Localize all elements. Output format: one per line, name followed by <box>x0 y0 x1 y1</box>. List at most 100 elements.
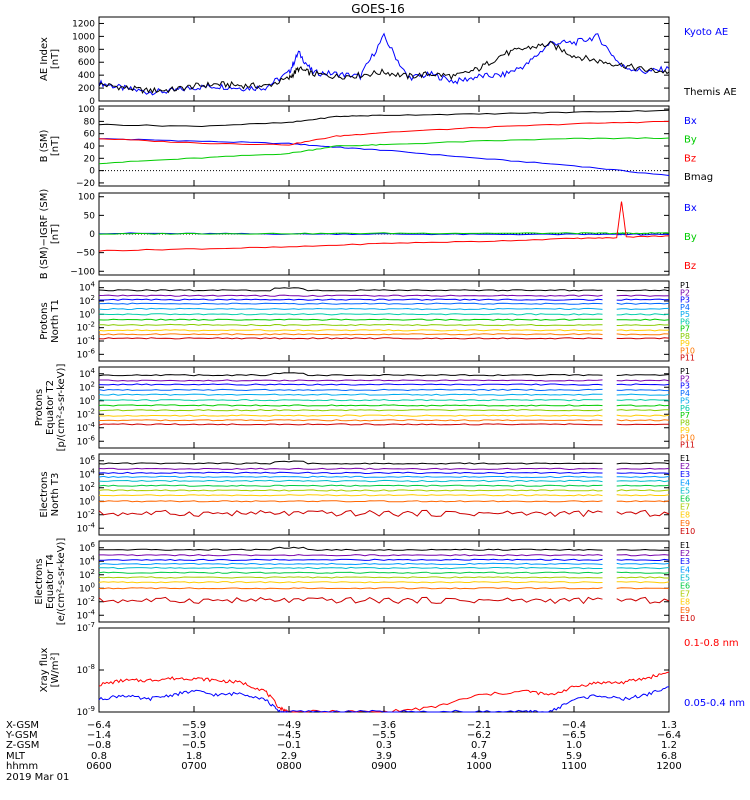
y-tick-label: −20 <box>76 179 95 189</box>
channel-line-p2 <box>98 294 670 297</box>
x-tick-value: 0600 <box>86 761 111 772</box>
legend-label: E6 <box>680 495 690 504</box>
series-group <box>98 287 670 340</box>
panel-1: 0 200 400 600 800 1000 1200 AE Index [nT] Kyoto A… <box>39 16 737 107</box>
x-tick-value: 1000 <box>466 761 491 772</box>
legend-label: P6 <box>680 404 690 413</box>
series-line-bx <box>99 232 670 236</box>
legend-label: P10 <box>680 346 695 355</box>
series-line-themis-ae <box>98 40 670 95</box>
channel-line-p4 <box>98 388 670 392</box>
chart-title: GOES-16 <box>351 2 405 16</box>
y-axis-label: Electrons <box>39 471 50 517</box>
y-tick-label: 104 <box>79 281 95 294</box>
y-tick-label: 100 <box>78 193 95 203</box>
legend-label: E3 <box>680 470 690 479</box>
x-tick-value: 0.3 <box>376 740 392 751</box>
legend-label: P3 <box>680 296 690 305</box>
legend-label: P9 <box>680 339 690 348</box>
legend-label: E7 <box>680 503 690 512</box>
y-tick-label: 10-6 <box>77 347 96 360</box>
y-tick-label: 40 <box>84 142 96 152</box>
channel-line-e5 <box>98 566 670 570</box>
x-tick-value: −0.1 <box>277 740 301 751</box>
channel-line-p11 <box>98 423 670 426</box>
legend-label: P9 <box>680 426 690 435</box>
y-tick-label: 600 <box>78 58 95 68</box>
y-axis-label: North T3 <box>50 473 61 517</box>
legend-label: P7 <box>680 325 690 334</box>
channel-line-p3 <box>98 383 670 386</box>
y-axis-label: Electrons <box>34 558 45 604</box>
y-tick-label: 10-2 <box>77 508 95 521</box>
channel-line-e2 <box>99 554 670 557</box>
legend-label: By <box>684 232 697 243</box>
series-group <box>98 109 670 176</box>
legend-label: Kyoto AE <box>684 27 728 38</box>
y-axis-label: [nT] <box>50 136 61 156</box>
x-tick-value: −1.4 <box>87 730 111 741</box>
channel-line-e3 <box>99 558 670 562</box>
y-tick-label: 200 <box>78 84 95 94</box>
legend-label: P1 <box>680 281 690 290</box>
y-tick-label: 10-8 <box>77 663 95 676</box>
channel-line-e7 <box>98 576 669 579</box>
x-tick-value: −0.5 <box>182 740 206 751</box>
legend-label: P8 <box>680 332 690 341</box>
channel-line-p8 <box>99 323 670 327</box>
legend-label: Bz <box>684 153 696 164</box>
y-tick-label: 80 <box>84 117 96 127</box>
x-tick-value: 0.8 <box>91 751 107 762</box>
y-tick-label: 100 <box>79 307 95 320</box>
x-row-label: hhmm <box>6 761 38 772</box>
panel-3: −100 −50 0 50 100 B (SM)−IGRF (SM) [nT] Bx By Bz <box>39 189 697 280</box>
y-tick-label: 106 <box>79 454 95 467</box>
channel-line-e6 <box>98 571 670 574</box>
panel-frame <box>98 280 670 362</box>
series-line-bz <box>98 201 669 252</box>
y-tick-label: 100 <box>79 394 95 407</box>
legend-label: E9 <box>680 606 690 615</box>
series-line-kyoto-ae <box>98 32 670 96</box>
y-axis-label: [p/(cm²-s-sr-keV)] <box>56 364 67 452</box>
y-tick-label: 10-6 <box>77 434 96 447</box>
series-group <box>98 546 670 605</box>
channel-line-p11 <box>98 337 670 340</box>
x-tick-value: −6.4 <box>657 730 681 741</box>
y-tick-label: 10-4 <box>77 608 96 621</box>
legend-label: P5 <box>680 310 690 319</box>
series-line-by <box>98 137 670 165</box>
x-axis-date: 2019 Mar 01 <box>6 772 69 783</box>
x-row-label: MLT <box>6 751 26 762</box>
y-tick-label: 800 <box>78 45 95 55</box>
y-tick-label: 104 <box>79 554 95 567</box>
panel-8: 10-7 10-8 10-9 Xray flux [W/m²] 0.1-0.8 nm 0.0… <box>39 621 745 718</box>
y-axis-label: B (SM) <box>39 129 50 162</box>
legend-label: P3 <box>680 382 690 391</box>
legend: Kyoto AE Themis AE <box>683 27 737 98</box>
channel-line-e8 <box>98 581 670 584</box>
legend-label: E3 <box>680 557 690 566</box>
channel-line-p1 <box>98 372 670 377</box>
legend-label: P10 <box>680 433 695 442</box>
legend-label: By <box>684 135 697 146</box>
y-ticks: 10-7 10-8 10-9 <box>77 621 669 718</box>
series-group <box>98 460 670 518</box>
x-tick-value: −0.8 <box>87 740 111 751</box>
legend-label: P7 <box>680 411 690 420</box>
channel-line-p6 <box>98 313 670 316</box>
y-ticks: 0 200 400 600 800 1000 1200 <box>72 19 669 107</box>
y-tick-label: 0 <box>89 97 95 107</box>
y-tick-label: 0 <box>89 230 95 240</box>
x-tick-value: 4.9 <box>471 751 487 762</box>
legend-label: P4 <box>680 303 690 312</box>
panel-2: −20 0 20 40 60 80 100 B (SM) [nT] Bx By Bz Bmag <box>39 105 713 189</box>
x-tick-value: −5.5 <box>372 730 396 741</box>
series-line-0-05-0-4-nm <box>98 686 670 713</box>
channel-line-e9 <box>98 587 669 590</box>
